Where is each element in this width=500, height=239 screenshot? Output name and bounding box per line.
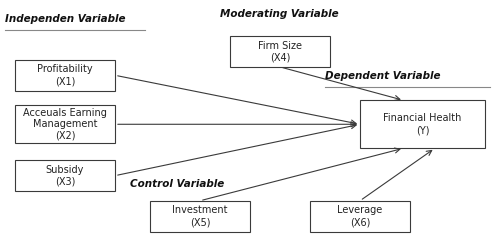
Text: Investment
(X5): Investment (X5) [172,206,228,227]
FancyBboxPatch shape [15,60,115,91]
FancyBboxPatch shape [230,36,330,67]
FancyBboxPatch shape [150,201,250,232]
Text: Subsidy
(X3): Subsidy (X3) [46,165,84,186]
Text: Firm Size
(X4): Firm Size (X4) [258,41,302,62]
Text: Independen Variable: Independen Variable [5,14,126,24]
Text: Financial Health
(Y): Financial Health (Y) [384,114,462,135]
Text: Leverage
(X6): Leverage (X6) [338,206,382,227]
Text: Acceuals Earning
Management
(X2): Acceuals Earning Management (X2) [23,108,107,141]
Text: Profitability
(X1): Profitability (X1) [37,65,93,86]
Text: Control Variable: Control Variable [130,179,224,189]
FancyBboxPatch shape [360,100,485,148]
Text: Moderating Variable: Moderating Variable [220,9,338,19]
FancyBboxPatch shape [310,201,410,232]
Text: Dependent Variable: Dependent Variable [325,71,440,81]
FancyBboxPatch shape [15,160,115,191]
FancyBboxPatch shape [15,105,115,143]
